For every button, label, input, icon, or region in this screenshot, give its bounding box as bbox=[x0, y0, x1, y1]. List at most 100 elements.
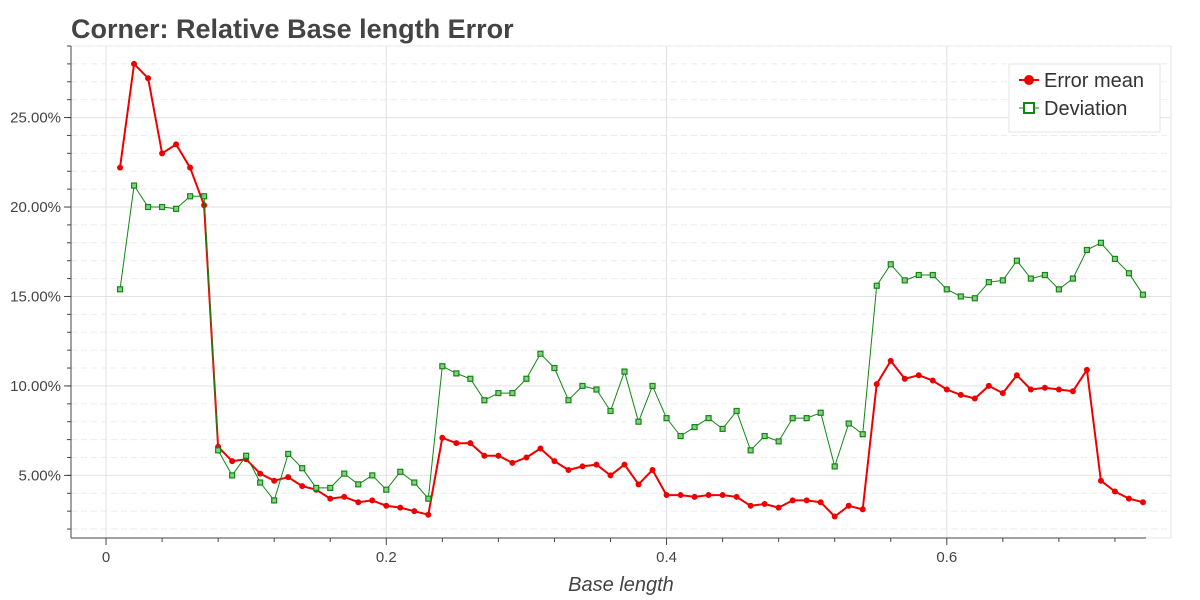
data-point bbox=[859, 431, 866, 438]
grid bbox=[71, 45, 1171, 538]
legend-label: Error mean bbox=[1044, 70, 1144, 92]
data-point bbox=[1139, 291, 1147, 298]
data-point bbox=[635, 418, 642, 425]
legend[interactable]: Error mean Deviation bbox=[1008, 63, 1161, 133]
data-point bbox=[495, 389, 502, 397]
data-point bbox=[201, 193, 208, 200]
data-point bbox=[299, 483, 306, 490]
data-point bbox=[425, 495, 432, 502]
data-point bbox=[733, 493, 740, 500]
data-point bbox=[649, 467, 656, 474]
data-point bbox=[691, 423, 698, 431]
x-tick-label: 0 bbox=[102, 549, 110, 566]
data-point bbox=[397, 504, 404, 511]
data-point bbox=[1083, 246, 1091, 254]
data-point bbox=[999, 277, 1006, 284]
y-tick-label: 5.00% bbox=[18, 467, 61, 484]
y-tick-label: 10.00% bbox=[10, 378, 61, 395]
data-point bbox=[1111, 488, 1118, 495]
data-point bbox=[537, 350, 544, 357]
data-point bbox=[691, 493, 698, 500]
data-point bbox=[523, 454, 530, 461]
data-point bbox=[130, 182, 138, 189]
data-point bbox=[971, 395, 978, 402]
data-point bbox=[509, 389, 516, 397]
data-point bbox=[187, 193, 194, 200]
chart-title: Corner: Relative Base length Error bbox=[71, 14, 514, 44]
data-point bbox=[985, 279, 992, 286]
data-point bbox=[649, 382, 656, 390]
data-point bbox=[229, 472, 236, 479]
data-point bbox=[523, 375, 530, 382]
data-point bbox=[803, 415, 810, 422]
data-point bbox=[172, 205, 180, 212]
series-deviation bbox=[116, 182, 1147, 504]
data-point bbox=[873, 282, 880, 289]
data-point bbox=[887, 357, 894, 364]
data-point bbox=[929, 377, 936, 384]
data-point bbox=[705, 415, 712, 422]
legend-item[interactable]: Deviation bbox=[1019, 98, 1127, 120]
data-point bbox=[901, 277, 908, 284]
data-point bbox=[915, 372, 922, 379]
data-point bbox=[117, 164, 124, 171]
data-point bbox=[509, 459, 516, 466]
data-point bbox=[957, 293, 964, 300]
data-point bbox=[439, 363, 446, 370]
data-point bbox=[957, 391, 964, 398]
data-point bbox=[355, 481, 362, 488]
x-tick-label: 0.2 bbox=[376, 549, 397, 566]
y-tick-label: 25.00% bbox=[10, 110, 61, 127]
data-point bbox=[271, 497, 278, 504]
data-point bbox=[831, 513, 838, 520]
data-point bbox=[943, 386, 950, 393]
data-point bbox=[215, 447, 222, 454]
data-point bbox=[719, 492, 726, 499]
data-point bbox=[607, 472, 614, 479]
legend-marker-circle bbox=[1024, 75, 1034, 85]
data-point bbox=[663, 492, 670, 499]
data-point bbox=[677, 492, 684, 499]
data-point bbox=[677, 432, 684, 440]
data-point bbox=[341, 470, 348, 477]
legend-item[interactable]: Error mean bbox=[1019, 70, 1144, 92]
legend-label: Deviation bbox=[1044, 98, 1127, 120]
data-point bbox=[971, 295, 978, 302]
data-point bbox=[327, 484, 334, 492]
data-point bbox=[789, 497, 796, 504]
data-point bbox=[187, 164, 194, 171]
data-point bbox=[747, 502, 754, 509]
data-point bbox=[243, 452, 250, 459]
data-point bbox=[1055, 286, 1062, 293]
data-point bbox=[593, 386, 600, 393]
data-point bbox=[1055, 386, 1062, 393]
data-point bbox=[341, 493, 348, 500]
x-axis-label: Base length bbox=[568, 574, 674, 596]
data-point bbox=[817, 499, 824, 506]
data-point bbox=[873, 381, 880, 388]
data-point bbox=[1097, 239, 1105, 246]
legend-box bbox=[1008, 63, 1161, 133]
y-tick-label: 20.00% bbox=[10, 199, 61, 216]
data-point bbox=[159, 150, 166, 157]
data-point bbox=[1139, 499, 1146, 506]
series-error-mean bbox=[117, 60, 1146, 520]
data-point bbox=[355, 499, 362, 506]
data-point bbox=[551, 458, 558, 465]
data-point bbox=[383, 486, 390, 493]
data-point bbox=[1027, 275, 1034, 282]
data-point bbox=[145, 75, 152, 82]
data-point bbox=[467, 375, 474, 382]
legend-marker-square bbox=[1023, 102, 1035, 114]
data-point bbox=[313, 484, 320, 492]
axes: 5.00% 10.00% 15.00% 20.00% 25.00% 0 0.2 0.4 0.6 bbox=[10, 45, 1146, 566]
data-point bbox=[621, 368, 628, 375]
data-point bbox=[775, 438, 782, 445]
data-point bbox=[1069, 275, 1077, 282]
data-point bbox=[565, 397, 572, 404]
data-point bbox=[537, 445, 544, 452]
data-point bbox=[369, 497, 376, 504]
